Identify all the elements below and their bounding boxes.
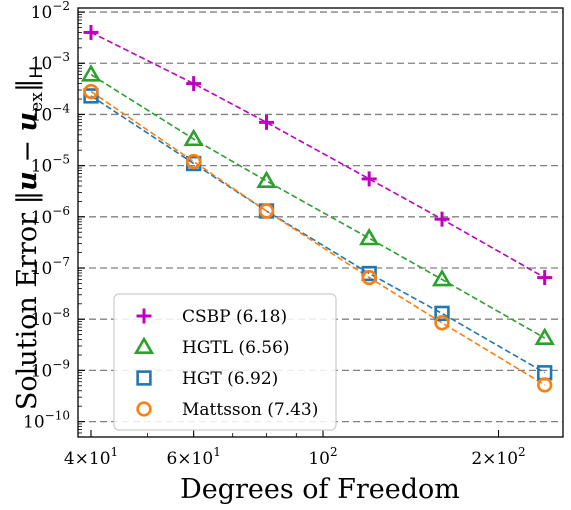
series-1-point — [359, 227, 380, 246]
y-tick-label: 10−3 — [31, 50, 70, 74]
legend-entry-label: HGTL (6.56) — [182, 338, 290, 358]
x-tick-label: 102 — [308, 445, 337, 469]
x-axis-title: Degrees of Freedom — [180, 474, 460, 505]
y-tick-label: 10−9 — [31, 357, 70, 381]
series-0-point — [186, 76, 202, 92]
series-line-3 — [90, 90, 546, 386]
series-2-point — [537, 365, 553, 381]
series-line-2 — [90, 95, 546, 374]
series-0-point — [259, 114, 275, 130]
y-tick-label: 10−6 — [31, 204, 70, 228]
data-markers — [80, 24, 555, 393]
series-1-point — [183, 128, 204, 147]
y-tick-label: 10−2 — [31, 0, 70, 23]
series-0-point — [537, 270, 553, 286]
series-line-0 — [90, 31, 546, 279]
fit-lines — [90, 31, 546, 386]
series-0-point — [434, 211, 450, 227]
y-tick-label: 10−4 — [31, 101, 71, 125]
norm-bar-right: ‖ — [12, 79, 43, 93]
legend-marker — [136, 370, 152, 386]
series-0-point — [83, 24, 99, 40]
y-axis-title-sub-h: H — [27, 66, 47, 79]
series-3-point — [434, 315, 450, 331]
series-3-point — [83, 83, 99, 100]
legend-marker — [133, 336, 155, 354]
series-3-point — [185, 153, 202, 170]
x-tick-label: 2×102 — [471, 445, 525, 469]
series-line-1 — [90, 73, 546, 339]
y-tick-label: 10−10 — [23, 409, 70, 433]
y-tick-label: 10−5 — [31, 153, 70, 177]
y-axis-title: Solution Error ‖u − uex‖H — [12, 66, 47, 410]
series-2-point — [434, 305, 450, 322]
series-1-point — [80, 64, 102, 82]
series-3-point — [258, 203, 275, 219]
y-tick-label: 10−8 — [31, 306, 70, 330]
y-axis-title-sub-ex: ex — [27, 92, 47, 112]
series-2-point — [83, 88, 99, 104]
legend-box — [113, 293, 337, 431]
legend-marker — [136, 401, 152, 417]
plot-frame — [77, 7, 564, 438]
series-1-point — [256, 170, 277, 189]
legend: CSBP (6.18) HGTL (6.56) HGT (6.92) Mattsson… — [113, 293, 337, 431]
x-tick-label: 4×101 — [64, 445, 118, 469]
series-3-point — [361, 269, 377, 286]
series-1-point — [534, 327, 555, 345]
series-0-point — [361, 171, 377, 187]
x-tick-label: 6×101 — [166, 445, 220, 469]
y-tick-label: 10−7 — [31, 255, 70, 279]
legend-marker — [136, 308, 152, 324]
y-axis-title-u2: u — [12, 112, 43, 132]
series-1-point — [431, 268, 453, 287]
y-axis-title-prefix: Solution Error — [12, 204, 43, 410]
axis-ticks: 10−10 10−9 10−8 10−7 10−6 10−5 10−4 10−3 10−2 4×1… — [23, 0, 526, 469]
legend-entry-label: Mattsson (7.43) — [182, 400, 318, 420]
y-axis-title-u1: u — [12, 171, 43, 191]
legend-entry-label: HGT (6.92) — [182, 369, 278, 389]
y-axis-title-minus: − — [12, 131, 43, 171]
norm-bar-left: ‖ — [12, 191, 43, 205]
legend-entry-label: CSBP (6.18) — [182, 307, 287, 327]
series-3-point — [537, 377, 553, 393]
